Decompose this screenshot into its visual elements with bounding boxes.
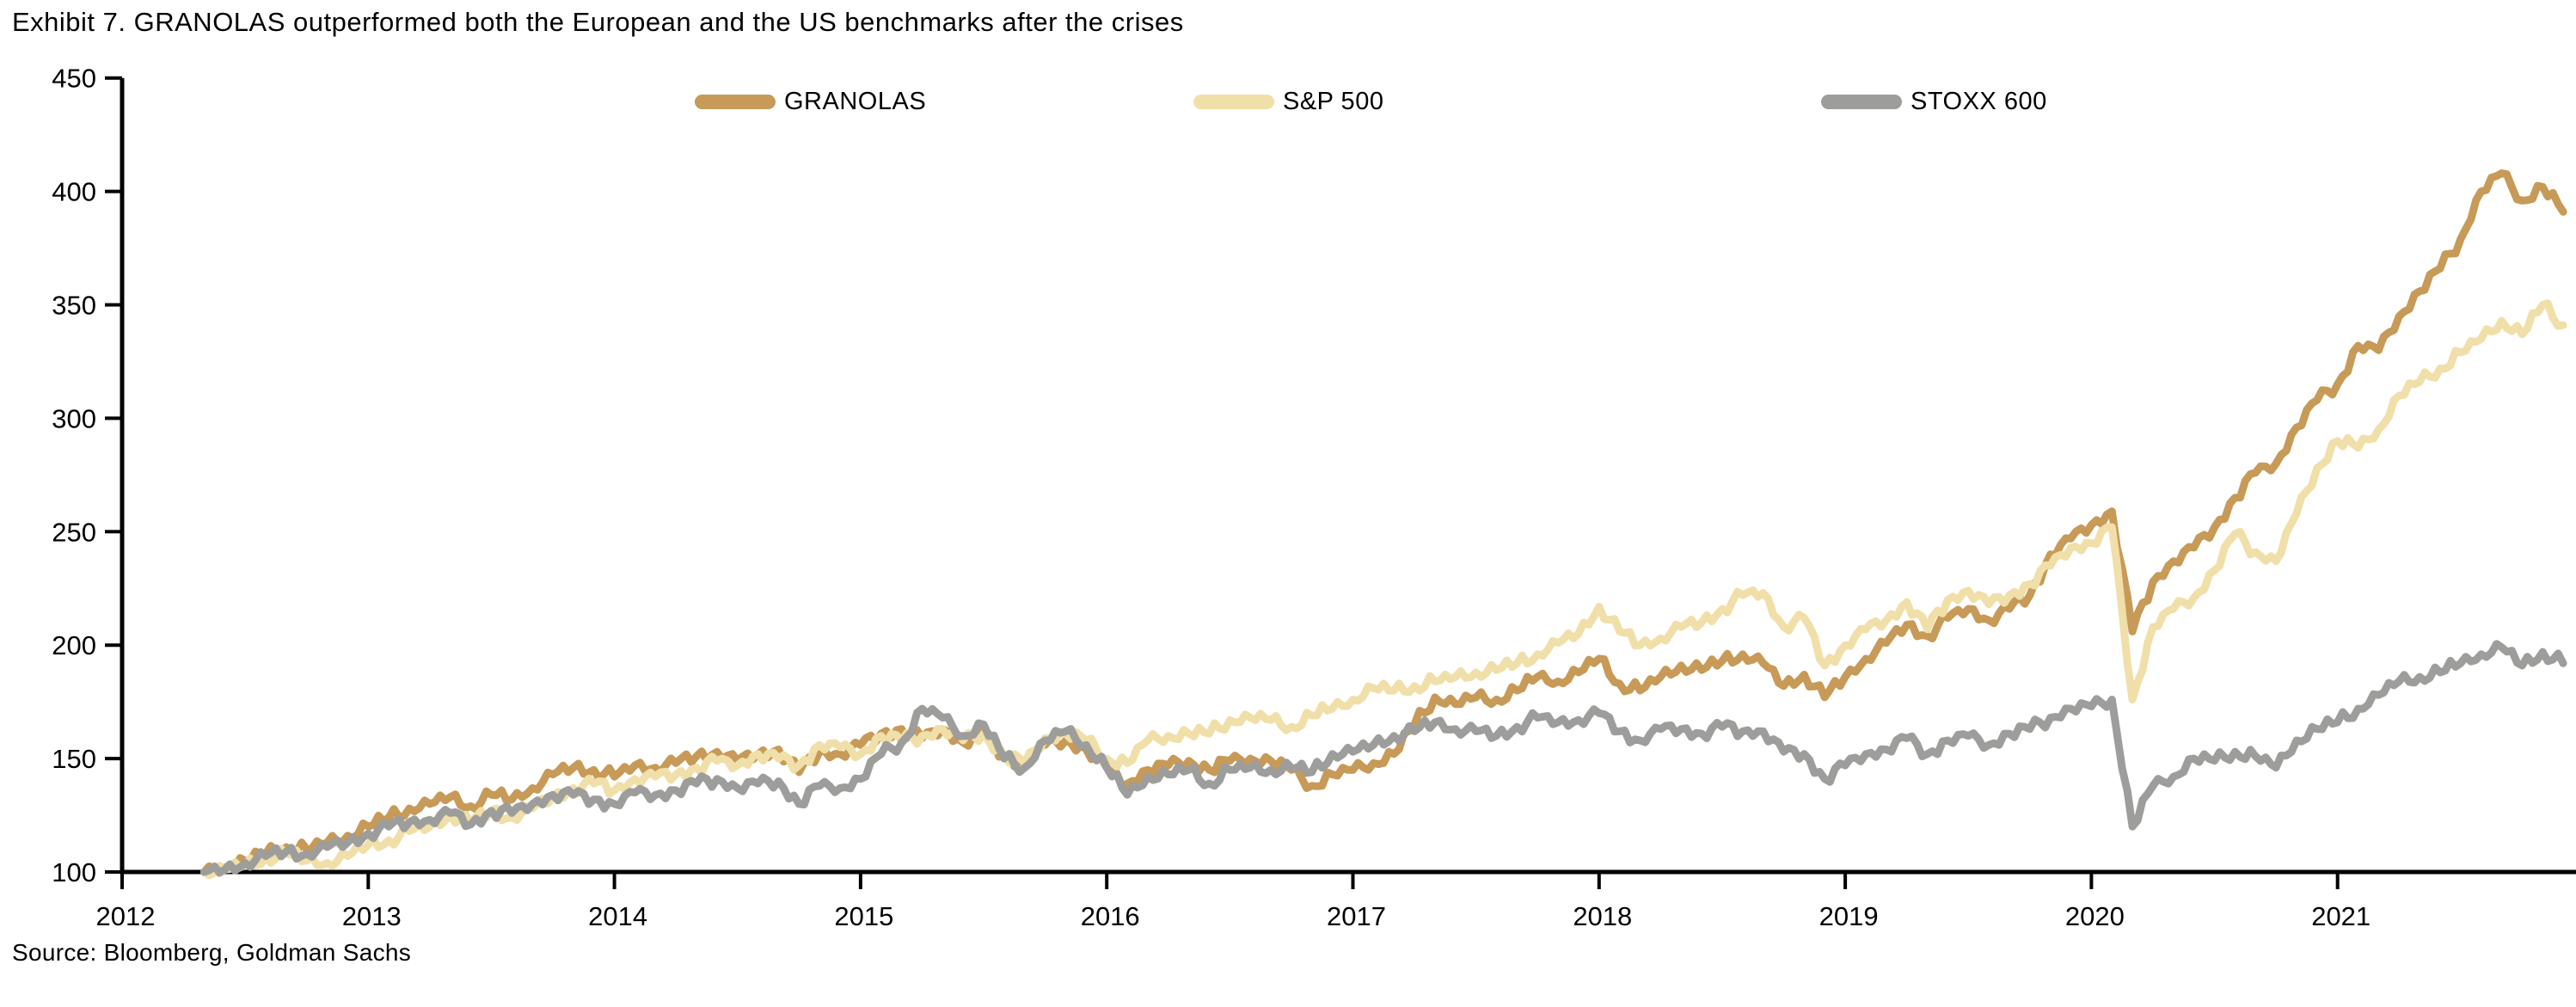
granolas-line bbox=[199, 169, 2567, 877]
stoxx600-legend-swatch bbox=[1821, 94, 1902, 109]
y-tick-label: 100 bbox=[52, 857, 96, 887]
y-tick-label: 450 bbox=[52, 64, 96, 94]
legend-item-stoxx600: STOXX 600 bbox=[1821, 84, 2047, 119]
sp500-legend-label: S&P 500 bbox=[1283, 87, 1384, 115]
y-tick-label: 300 bbox=[52, 403, 96, 433]
granolas-legend-label: GRANOLAS bbox=[784, 87, 927, 115]
x-tick-label: 2019 bbox=[1819, 901, 1879, 931]
chart-title: Exhibit 7. GRANOLAS outperformed both th… bbox=[12, 7, 1184, 37]
s-p-500-line bbox=[199, 299, 2567, 880]
legend-item-granolas: GRANOLAS bbox=[695, 84, 926, 119]
y-tick-label: 400 bbox=[52, 177, 96, 207]
x-tick-label: 2016 bbox=[1081, 901, 1140, 931]
x-tick-label: 2021 bbox=[2311, 901, 2371, 931]
x-tick-label: 2013 bbox=[342, 901, 402, 931]
y-tick-label: 250 bbox=[52, 517, 96, 547]
source-note: Source: Bloomberg, Goldman Sachs bbox=[12, 939, 412, 966]
granolas-legend-swatch bbox=[695, 94, 776, 109]
y-tick-label: 200 bbox=[52, 630, 96, 660]
chart-legend: GRANOLAS S&P 500 STOXX 600 bbox=[0, 84, 2576, 119]
legend-item-sp500: S&P 500 bbox=[1193, 84, 1383, 119]
stoxx-600-line bbox=[199, 640, 2567, 877]
y-tick-label: 350 bbox=[52, 291, 96, 321]
stoxx600-legend-label: STOXX 600 bbox=[1911, 87, 2047, 115]
x-tick-label: 2018 bbox=[1573, 901, 1632, 931]
x-tick-label: 2017 bbox=[1327, 901, 1386, 931]
sp500-legend-swatch bbox=[1193, 94, 1274, 109]
y-tick-label: 150 bbox=[52, 744, 96, 774]
x-tick-label: 2020 bbox=[2065, 901, 2125, 931]
x-tick-label: 2012 bbox=[96, 901, 156, 931]
x-tick-label: 2015 bbox=[834, 901, 893, 931]
x-tick-label: 2014 bbox=[588, 901, 647, 931]
